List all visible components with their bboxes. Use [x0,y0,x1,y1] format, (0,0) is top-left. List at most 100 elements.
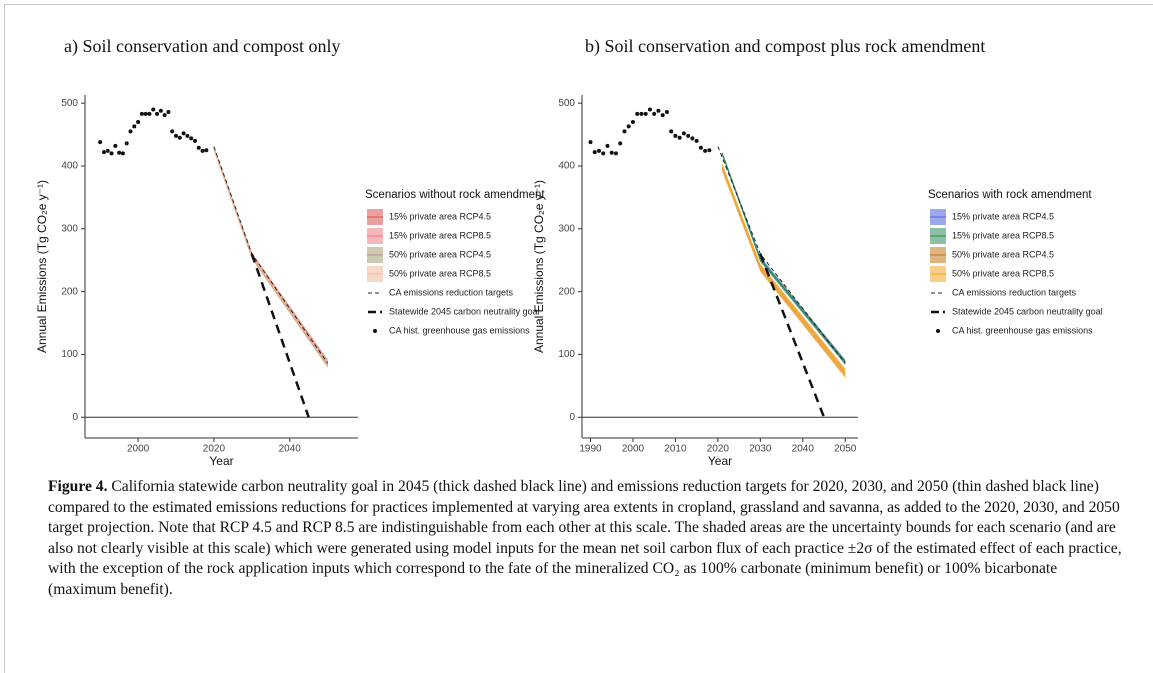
x-tick-label: 2030 [749,444,772,455]
data-point [113,143,118,148]
uncertainty-band [213,146,328,368]
data-point [189,136,194,141]
data-point [703,148,708,153]
data-point [630,120,635,125]
data-point [158,108,163,113]
y-tick-label: 500 [558,98,575,109]
data-point [596,148,601,153]
y-tick-label: 100 [558,349,575,360]
goal-line [250,253,310,418]
figure: a) Soil conservation and compost only 0 10… [35,36,1103,468]
data-point [626,124,631,129]
data-point [170,129,175,134]
data-point [664,109,669,114]
caption-label: Figure 4. [48,478,108,495]
legend-label: 15% private area RCP4.5 [389,211,491,221]
legend-label: CA emissions reduction targets [952,287,1077,297]
y-axis-label: Annual Emissions (Tg CO₂e y⁻¹) [532,180,546,353]
data-point [192,138,197,143]
legend-label: Statewide 2045 carbon neutrality goal [389,306,540,316]
panel-title: a) Soil conservation and compost only [64,36,340,57]
data-point [166,109,171,114]
x-tick-label: 1990 [579,444,602,455]
y-tick-label: 200 [558,286,575,297]
x-axis-label: Year [209,454,233,468]
legend-label: 15% private area RCP8.5 [389,230,491,240]
data-point [105,148,110,153]
x-tick-label: 2010 [664,444,687,455]
scenario-line [213,148,329,365]
data-point [155,111,160,116]
x-axis-label: Year [708,454,732,468]
data-point [652,111,657,116]
data-point [643,111,648,116]
data-point [200,148,205,153]
uncertainty-band [722,163,846,378]
y-tick-label: 400 [61,161,78,172]
y-tick-label: 0 [72,412,78,423]
data-point [647,107,652,112]
data-point [120,151,125,156]
y-tick-label: 300 [558,223,575,234]
data-point [698,145,703,150]
uncertainty-band [213,147,328,368]
data-point [669,129,674,134]
x-tick-label: 2040 [792,444,815,455]
legend-title: Scenarios without rock amendment [365,189,545,201]
x-tick-label: 2000 [127,444,150,455]
data-point [639,111,644,116]
data-point [690,136,695,141]
uncertainty-band [722,151,846,366]
data-point [177,135,182,140]
data-point [622,129,627,134]
legend-label: 15% private area RCP4.5 [952,211,1054,221]
x-tick-label: 2000 [622,444,645,455]
data-point [109,151,114,156]
data-point [660,113,665,118]
uncertainty-band [722,151,846,365]
data-point [117,150,122,155]
data-point [136,120,141,125]
data-point [677,135,682,140]
data-point [656,108,661,113]
y-axis-label: Annual Emissions (Tg CO₂e y⁻¹) [35,180,49,353]
data-point [128,129,133,134]
data-point [673,133,678,138]
scenario-line [213,148,329,365]
data-point [196,145,201,150]
caption: Figure 4. California statewide carbon ne… [48,477,1123,601]
y-tick-label: 400 [558,161,575,172]
caption-text: California statewide carbon neutrality g… [48,478,1122,598]
data-point [181,131,186,136]
x-tick-label: 2020 [203,444,226,455]
legend-label: CA hist. greenhouse gas emissions [952,325,1093,335]
data-point [185,133,190,138]
scenario-line [721,153,846,363]
target-line [717,146,846,364]
data-point [601,151,606,156]
x-tick-label: 2040 [279,444,302,455]
data-point [101,150,106,155]
data-point [143,111,148,116]
data-point [174,133,178,138]
legend-label: CA hist. greenhouse gas emissions [389,325,530,335]
y-tick-label: 0 [569,412,575,423]
y-tick-label: 100 [61,349,78,360]
data-point [613,151,618,156]
data-point [162,113,167,118]
data-point [592,150,597,155]
uncertainty-band [213,147,328,368]
panel-title: b) Soil conservation and compost plus ro… [585,36,985,57]
data-point [681,131,686,136]
data-point [686,133,691,138]
data-point [124,141,129,146]
data-point [694,138,699,143]
legend-label: 50% private area RCP4.5 [389,249,491,259]
data-point [635,111,640,116]
legend-swatch [373,329,377,333]
data-point [707,148,712,153]
legend-label: 50% private area RCP8.5 [389,268,491,278]
scenario-line [721,153,846,363]
legend-label: Statewide 2045 carbon neutrality goal [952,306,1103,316]
frame [4,4,1153,673]
